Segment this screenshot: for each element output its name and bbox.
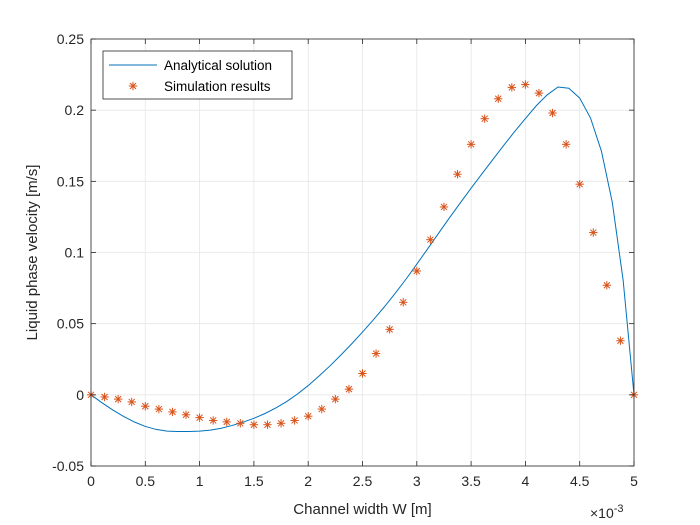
x-tick-label: 1.5 bbox=[244, 473, 264, 489]
data-point bbox=[548, 108, 557, 118]
data-point bbox=[507, 83, 517, 92]
data-point bbox=[141, 402, 150, 411]
y-axis: -0.05 0 0.05 0.1 0.15 0.2 0.25 bbox=[52, 31, 634, 474]
y-tick-label: 0 bbox=[76, 387, 84, 403]
data-point bbox=[466, 140, 476, 149]
y-tick-label: -0.05 bbox=[52, 458, 84, 474]
data-point bbox=[616, 336, 625, 345]
data-point bbox=[100, 392, 109, 402]
data-point bbox=[534, 88, 544, 98]
data-point bbox=[113, 394, 123, 404]
legend-box bbox=[102, 50, 293, 100]
data-point bbox=[331, 394, 340, 404]
y-tick-label: 0.15 bbox=[57, 173, 84, 189]
data-point bbox=[371, 349, 381, 358]
x-tick-label: 0.5 bbox=[136, 473, 156, 489]
x-tick-label: 3.5 bbox=[461, 473, 481, 489]
data-point bbox=[589, 228, 598, 237]
data-point bbox=[575, 179, 584, 189]
data-point bbox=[236, 419, 245, 428]
data-point bbox=[276, 419, 286, 428]
x-tick-label: 0 bbox=[87, 473, 95, 489]
x-tick-label: 5 bbox=[630, 473, 638, 489]
data-point bbox=[304, 411, 313, 421]
x-exponent-base: ×10 bbox=[590, 505, 614, 521]
data-point bbox=[127, 397, 136, 407]
data-point bbox=[195, 413, 204, 422]
data-point bbox=[249, 420, 259, 429]
x-tick-label: 1 bbox=[196, 473, 204, 489]
x-exponent: ×10-3 bbox=[590, 503, 624, 521]
x-axis-label: Channel width W [m] bbox=[293, 501, 431, 518]
x-axis: 0 0.5 1 1.5 2 2.5 3 3.5 4 4.5 5 bbox=[87, 39, 638, 489]
x-tick-label: 2 bbox=[304, 473, 312, 489]
data-point bbox=[208, 416, 218, 425]
x-tick-label: 4.5 bbox=[570, 473, 590, 489]
x-tick-label: 3 bbox=[413, 473, 421, 489]
data-point bbox=[290, 416, 299, 425]
data-point bbox=[263, 420, 272, 429]
data-point bbox=[317, 404, 326, 414]
series-line-analytical bbox=[90, 86, 635, 433]
data-point bbox=[521, 80, 530, 89]
y-tick-label: 0.05 bbox=[57, 316, 84, 332]
legend-label-analytical: Analytical solution bbox=[164, 58, 272, 73]
data-point bbox=[426, 235, 435, 244]
y-tick-label: 0.25 bbox=[57, 31, 84, 47]
legend-marker-asterisk bbox=[128, 81, 138, 91]
x-tick-label: 2.5 bbox=[353, 473, 373, 489]
data-point bbox=[602, 281, 612, 290]
legend-asterisk bbox=[128, 81, 138, 91]
data-point bbox=[453, 170, 462, 179]
data-point bbox=[168, 407, 177, 417]
x-exponent-power: -3 bbox=[614, 503, 624, 515]
data-point bbox=[344, 384, 354, 394]
data-point bbox=[154, 404, 164, 414]
data-point bbox=[399, 298, 408, 307]
y-tick-label: 0.1 bbox=[65, 245, 85, 261]
legend-label-simulation: Simulation results bbox=[164, 79, 271, 94]
y-tick-label: 0.2 bbox=[65, 102, 85, 118]
x-tick-label: 4 bbox=[522, 473, 530, 489]
data-point bbox=[412, 266, 421, 276]
data-point bbox=[222, 417, 231, 427]
data-point bbox=[480, 114, 489, 123]
data-point bbox=[439, 202, 449, 212]
data-point bbox=[494, 94, 503, 103]
data-point bbox=[385, 325, 394, 334]
legend: Analytical solution Simulation results bbox=[102, 50, 293, 100]
data-point bbox=[561, 140, 571, 149]
svg-text:×10-3: ×10-3 bbox=[590, 503, 624, 521]
data-point bbox=[181, 410, 191, 419]
y-axis-label: Liquid phase velocity [m/s] bbox=[24, 165, 41, 341]
data-point bbox=[358, 369, 367, 378]
